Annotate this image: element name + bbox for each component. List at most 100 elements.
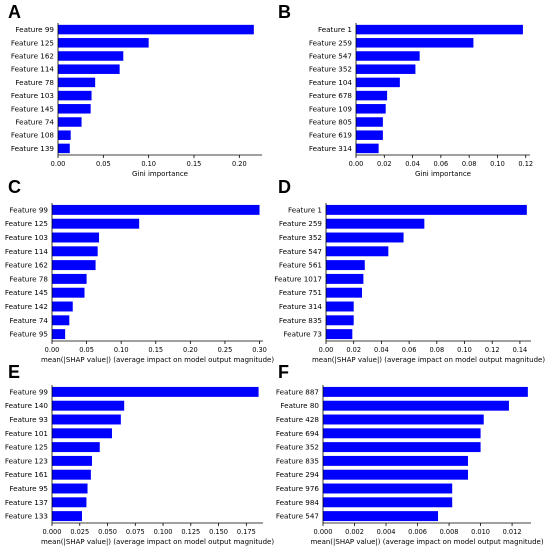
bar [326,232,404,243]
category-label: Feature 125 [5,219,48,228]
category-label: Feature 259 [309,38,353,47]
category-label: Feature 78 [15,78,54,87]
x-tick-label: 0.10 [141,160,156,168]
panel-label: D [278,177,291,197]
category-label: Feature 103 [11,91,54,100]
bar [52,455,92,466]
bar [52,400,125,411]
x-axis-label: mean(|SHAP value|) (average impact on mo… [41,538,274,546]
x-tick-label: 0.012 [503,528,522,536]
bar [356,64,416,74]
x-tick-label: 0.10 [114,346,129,354]
category-label: Feature 95 [9,330,48,339]
bar [356,38,474,48]
panel-a: A Feature 99 Feature 125 Feature 162 Feature… [8,2,262,178]
bar [58,38,149,48]
category-label: Feature 352 [279,233,322,242]
x-tick-label: 0.12 [485,346,500,354]
category-label: Feature 976 [276,484,320,493]
x-axis-label: mean(|SHAP value|) (average impact on mo… [310,538,543,546]
category-label: Feature 1 [288,205,322,214]
category-label: Feature 140 [5,401,49,410]
category-label: Feature 145 [5,288,48,297]
x-tick-label: 0.25 [218,346,233,354]
bar [323,483,453,494]
bar [52,497,87,508]
bar [356,51,420,61]
bar [326,246,389,257]
category-label: Feature 547 [276,512,319,521]
category-label: Feature 125 [11,38,54,47]
category-label: Feature 99 [9,387,48,396]
category-label: Feature 137 [5,498,48,507]
panel-label: A [8,2,21,22]
category-label: Feature 74 [9,316,48,325]
category-label: Feature 751 [279,288,322,297]
panel-b: B Feature 1 Feature 259 Feature 547 Feature … [278,2,533,178]
x-tick-label: 0.02 [377,160,392,168]
bar [323,442,481,453]
category-label: Feature 619 [309,131,353,140]
category-label: Feature 73 [283,330,322,339]
x-axis-label: Gini importance [415,170,471,178]
bar [52,287,85,298]
bar [58,51,124,61]
category-label: Feature 428 [276,415,320,424]
category-label: Feature 104 [309,78,353,87]
bar [52,315,70,326]
panel-e: E Feature 99 Feature 140 Feature 93 Feature … [5,362,274,546]
x-axis-label: Gini importance [132,170,188,178]
category-label: Feature 678 [309,91,353,100]
x-tick-label: 0.05 [96,160,111,168]
x-tick-label: 0.05 [79,346,94,354]
category-label: Feature 314 [309,144,353,153]
category-label: Feature 103 [5,233,48,242]
x-tick-label: 0.14 [513,346,528,354]
category-label: Feature 887 [276,387,319,396]
category-label: Feature 101 [5,429,48,438]
bar [323,497,453,508]
category-label: Feature 835 [276,456,319,465]
x-tick-label: 0.15 [148,346,163,354]
category-label: Feature 294 [276,470,320,479]
category-label: Feature 352 [309,65,352,74]
bar [52,511,82,522]
panel-label: F [278,362,289,382]
x-tick-label: 0.04 [374,346,389,354]
category-label: Feature 805 [309,118,352,127]
bar [323,414,484,425]
bar [52,301,73,312]
bar [323,511,439,522]
panel-d: D Feature 1 Feature 259 Feature 352 Feature … [274,177,545,364]
bar [58,104,91,114]
x-tick-label: 0.04 [405,160,420,168]
category-label: Feature 145 [11,104,54,113]
bar [52,204,260,215]
bar [52,442,100,453]
category-label: Feature 561 [279,261,322,270]
category-label: Feature 114 [5,247,49,256]
x-tick-label: 0.075 [126,528,145,536]
bar [326,329,353,340]
category-label: Feature 125 [5,443,48,452]
x-tick-label: 0.008 [440,528,459,536]
bar [323,455,468,466]
category-label: Feature 95 [9,484,48,493]
bar [326,301,354,312]
x-tick-label: 0.12 [518,160,533,168]
x-axis-label: mean(|SHAP value|) (average impact on mo… [312,356,545,364]
category-label: Feature 99 [15,25,54,34]
x-tick-label: 0.08 [462,160,477,168]
x-tick-label: 0.025 [70,528,89,536]
category-label: Feature 93 [9,415,48,424]
bar [58,90,92,101]
x-tick-label: 0.010 [471,528,490,536]
x-tick-label: 0.00 [319,346,334,354]
category-label: Feature 99 [9,205,48,214]
category-label: Feature 314 [279,302,323,311]
panel-label: E [8,362,20,382]
x-tick-label: 0.100 [154,528,173,536]
bar [52,246,98,257]
bar [52,329,66,340]
bar [52,386,259,397]
